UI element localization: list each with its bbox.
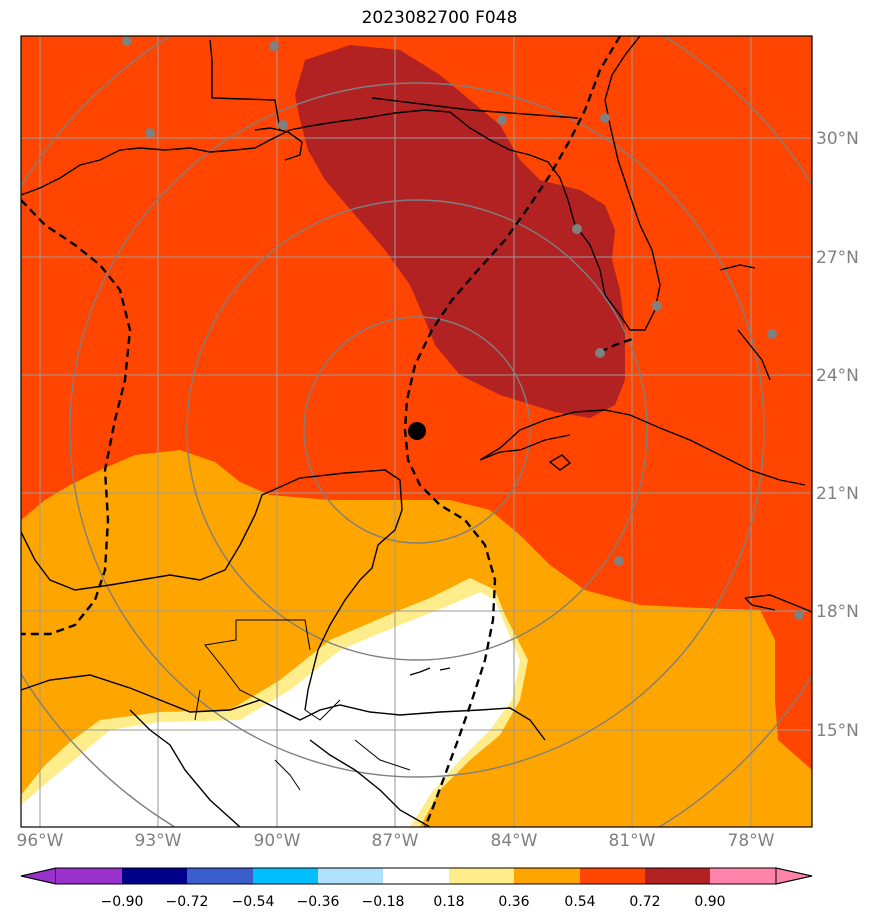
colorbar-segment [383,868,449,884]
colorbar-outline [20,867,813,885]
colorbar-tick-label: −0.18 [362,894,405,910]
colorbar-segment [122,868,187,884]
colorbar-extend-high [775,867,813,885]
gridlines [21,36,812,827]
lat-label: 21°N [816,484,859,504]
map-frame [20,35,813,828]
dashed-contours [21,36,636,827]
map-title: 2023082700 F048 [361,8,518,28]
borders [194,619,411,791]
colorbar-tick-label: −0.90 [101,894,144,910]
lon-label: 87°W [372,831,419,851]
colorbar-segment [580,868,645,884]
lon-label: 96°W [17,831,64,851]
colorbar-segment [253,868,318,884]
colorbar-tick-label: 0.90 [694,894,725,910]
colorbar-tick-label: 0.54 [564,894,595,910]
lon-labels: 96°W 93°W 90°W 87°W 84°W 81°W 78°W [17,831,775,851]
colorbar-tick-label: −0.72 [166,894,209,910]
lon-label: 78°W [728,831,775,851]
coastlines [21,36,812,827]
colorbar-segment [514,868,580,884]
lat-label: 27°N [816,248,859,268]
lon-label: 84°W [491,831,538,851]
distance-rings [21,36,812,827]
colorbar-tick-label: −0.36 [297,894,340,910]
colorbar-tick-label: 0.18 [433,894,464,910]
colorbar-tick-label: −0.54 [232,894,275,910]
lat-label: 15°N [816,721,859,741]
colorbar-segment [187,868,253,884]
colorbar-extend-low [20,867,57,885]
lon-label: 81°W [609,831,656,851]
storm-center-marker [408,422,426,440]
colorbar-segment [318,868,383,884]
colorbar-segment [449,868,514,884]
colorbar-segment [710,868,776,884]
colorbar: −0.90 −0.72 −0.54 −0.36 −0.18 0.18 0.36 … [20,867,813,910]
colorbar-tick-label: 0.36 [498,894,529,910]
station-markers [122,36,804,620]
colorbar-tick-label: 0.72 [629,894,660,910]
lat-label: 18°N [816,602,859,622]
lon-label: 90°W [254,831,301,851]
lat-labels: 30°N 27°N 24°N 21°N 18°N 15°N [816,129,859,741]
colorbar-segment [56,868,122,884]
colorbar-segment [645,868,710,884]
map-panel [21,36,812,827]
lon-label: 93°W [135,831,182,851]
lat-label: 24°N [816,366,859,386]
lat-label: 30°N [816,129,859,149]
